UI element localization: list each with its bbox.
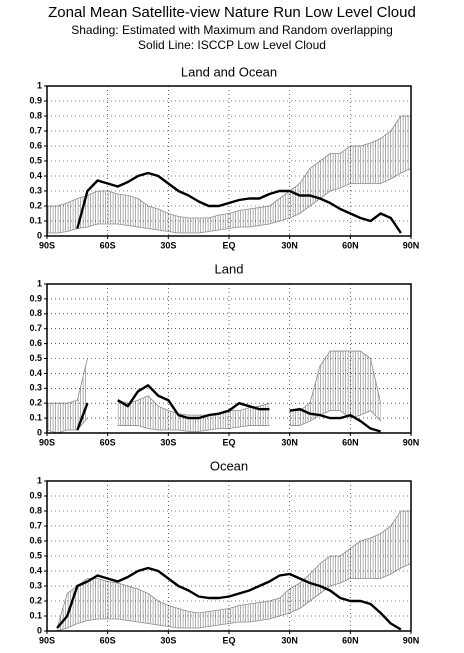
x-tick-label: 60N xyxy=(342,635,359,645)
band-upper-edge xyxy=(56,510,411,629)
y-tick-label: 0.5 xyxy=(29,353,42,363)
x-tick-label: 90S xyxy=(39,635,55,645)
x-tick-label: 30N xyxy=(281,635,298,645)
x-tick-label: 30S xyxy=(160,437,176,447)
panel-title: Ocean xyxy=(210,458,248,473)
x-tick-label: 90N xyxy=(403,635,420,645)
y-tick-label: 0.3 xyxy=(29,580,42,590)
x-tick-label: 60N xyxy=(342,240,359,250)
y-tick-label: 1 xyxy=(37,475,42,485)
y-tick-label: 0.6 xyxy=(29,140,42,150)
isccp-line xyxy=(117,384,270,420)
isccp-line xyxy=(56,566,402,631)
x-tick-label: EQ xyxy=(222,635,235,645)
band-lower-edge xyxy=(47,168,412,234)
y-tick-label: 0.7 xyxy=(29,323,42,333)
y-tick-label: 0.1 xyxy=(29,610,42,620)
x-tick-label: 30S xyxy=(160,635,176,645)
y-tick-label: 0 xyxy=(37,427,42,437)
x-tick-label: 60S xyxy=(100,240,116,250)
y-tick-label: 0.8 xyxy=(29,110,42,120)
x-tick-label: 90S xyxy=(39,240,55,250)
figure-title: Zonal Mean Satellite-view Nature Run Low… xyxy=(48,4,416,21)
y-tick-label: 0.2 xyxy=(29,200,42,210)
y-tick-label: 1 xyxy=(37,80,42,90)
y-tick-label: 0.1 xyxy=(29,215,42,225)
band-area xyxy=(117,395,270,432)
x-tick-label: 30N xyxy=(281,437,298,447)
band-upper-edge xyxy=(289,350,382,412)
y-tick-label: 0.6 xyxy=(29,535,42,545)
band-area xyxy=(47,116,411,233)
x-tick-label: 60N xyxy=(342,437,359,447)
subtitle: Shading: Estimated with Maximum and Rand… xyxy=(71,23,393,37)
y-tick-label: 0 xyxy=(37,230,42,240)
x-tick-label: 30S xyxy=(160,240,176,250)
x-tick-label: 90N xyxy=(403,437,420,447)
x-tick-label: 90S xyxy=(39,437,55,447)
y-tick-label: 0.9 xyxy=(29,490,42,500)
y-tick-label: 0.9 xyxy=(29,95,42,105)
y-tick-label: 0.7 xyxy=(29,520,42,530)
x-tick-label: 60S xyxy=(100,635,116,645)
band-lower-edge xyxy=(46,417,88,434)
band-upper-edge xyxy=(117,395,270,416)
band-lower-edge xyxy=(56,563,412,632)
y-tick-label: 0.9 xyxy=(29,293,42,303)
isccp-line xyxy=(289,407,382,433)
y-tick-label: 0.5 xyxy=(29,155,42,165)
y-tick-label: 0.2 xyxy=(29,398,42,408)
isccp-line xyxy=(76,402,89,431)
y-tick-label: 0.6 xyxy=(29,338,42,348)
band-area xyxy=(47,358,88,433)
plot-frame xyxy=(46,85,412,237)
x-tick-label: 30N xyxy=(281,240,298,250)
band-lower-edge xyxy=(117,425,270,432)
y-tick-label: 0.8 xyxy=(29,505,42,515)
y-tick-label: 0.2 xyxy=(29,595,42,605)
subtitle: Solid Line: ISCCP Low Level Cloud xyxy=(138,38,326,52)
y-tick-label: 0.3 xyxy=(29,383,42,393)
plot-frame xyxy=(46,480,412,632)
plot-frame xyxy=(46,283,412,434)
band-lower-edge xyxy=(289,410,381,426)
x-tick-label: 90N xyxy=(403,240,420,250)
x-tick-label: EQ xyxy=(222,240,235,250)
band-area xyxy=(57,511,411,631)
y-tick-label: 0.4 xyxy=(29,368,42,378)
isccp-line xyxy=(76,171,402,234)
y-tick-label: 0.5 xyxy=(29,550,42,560)
y-tick-label: 0.4 xyxy=(29,565,42,575)
panel-title: Land xyxy=(215,261,244,276)
x-tick-label: 60S xyxy=(100,437,116,447)
y-tick-label: 0.7 xyxy=(29,125,42,135)
y-tick-label: 1 xyxy=(37,278,42,288)
panel-title: Land and Ocean xyxy=(181,64,277,79)
y-tick-label: 0.1 xyxy=(29,412,42,422)
y-tick-label: 0.8 xyxy=(29,308,42,318)
y-tick-label: 0 xyxy=(37,625,42,635)
y-tick-label: 0.3 xyxy=(29,185,42,195)
x-tick-label: EQ xyxy=(222,437,235,447)
y-tick-label: 0.4 xyxy=(29,170,42,180)
